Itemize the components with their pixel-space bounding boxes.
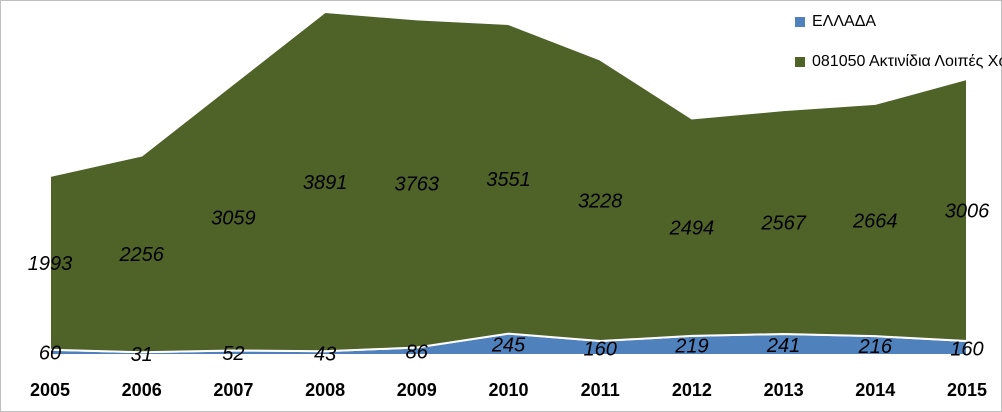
data-label: 60 — [39, 343, 61, 365]
x-tick-label: 2009 — [397, 380, 437, 400]
data-label: 31 — [131, 344, 153, 366]
data-label: 219 — [674, 336, 708, 358]
x-tick-label: 2013 — [764, 380, 804, 400]
data-label: 3006 — [945, 200, 990, 222]
data-label: 3059 — [211, 207, 256, 229]
x-tick-label: 2015 — [947, 380, 987, 400]
x-tick-label: 2011 — [581, 380, 620, 400]
data-label: 2567 — [760, 212, 806, 234]
x-tick-label: 2008 — [305, 380, 345, 400]
x-tick-label: 2005 — [30, 380, 70, 400]
data-label: 160 — [584, 338, 617, 360]
data-label: 1993 — [28, 253, 73, 275]
legend-swatch — [795, 57, 805, 67]
data-label: 160 — [950, 338, 983, 360]
area — [49, 10, 968, 354]
data-label: 43 — [314, 343, 336, 365]
data-label: 2494 — [669, 217, 715, 239]
data-label: 245 — [491, 335, 526, 357]
legend-label: 081050 Ακτινίδια Λοιπές Χώρες — [812, 53, 1002, 70]
legend-label: ΕΛΛΑΔΑ — [812, 13, 876, 30]
x-tick-label: 2012 — [672, 380, 712, 400]
data-label: 241 — [766, 335, 800, 357]
data-label: 86 — [406, 342, 429, 364]
data-label: 216 — [858, 336, 893, 358]
x-tick-label: 2007 — [213, 380, 253, 400]
x-tick-label: 2010 — [488, 380, 528, 400]
data-label: 3228 — [578, 191, 623, 213]
data-label: 2664 — [852, 210, 898, 232]
data-label: 52 — [222, 343, 244, 365]
x-tick-label: 2014 — [855, 380, 895, 400]
data-label: 3763 — [395, 174, 440, 196]
x-tick-label: 2006 — [122, 380, 162, 400]
data-label: 3891 — [303, 172, 348, 194]
data-label: 3551 — [486, 169, 531, 191]
data-label: 2256 — [118, 244, 164, 266]
legend-swatch — [795, 17, 805, 27]
